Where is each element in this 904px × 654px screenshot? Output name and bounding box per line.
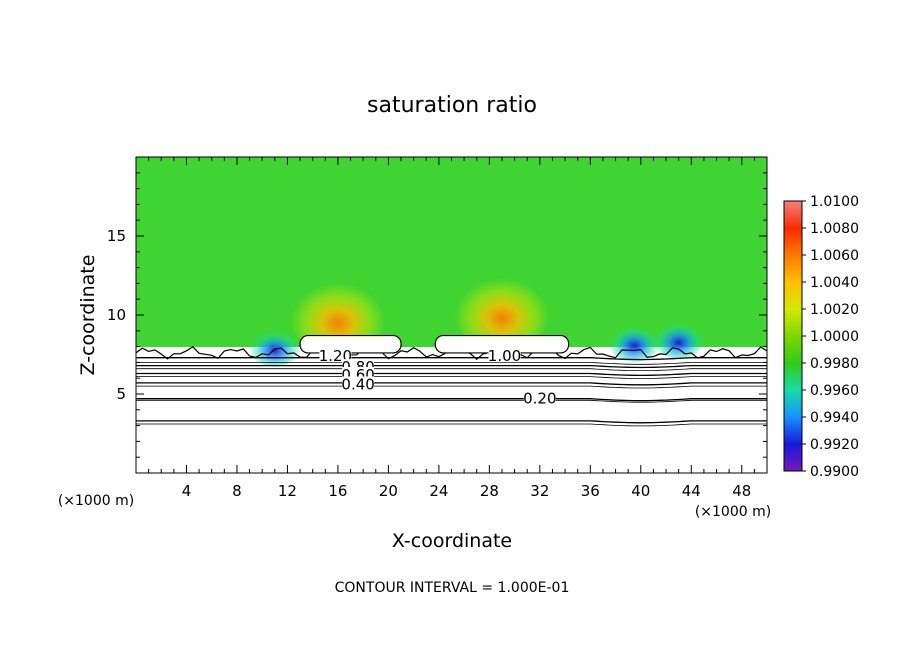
x-tick-label: 16 [328, 482, 347, 500]
x-tick-label: 8 [232, 482, 242, 500]
plot-area: 1.200.800.600.401.000.20 [136, 157, 767, 473]
colorbar-label: 0.9980 [810, 356, 859, 372]
x-tick-label: 40 [631, 482, 650, 500]
x-tick-label: 32 [530, 482, 549, 500]
y-tick-label: 10 [107, 306, 126, 324]
x-tick-label: 4 [182, 482, 192, 500]
colorbar-segment [784, 201, 802, 229]
y-axis-label: Z-coordinate [77, 255, 99, 376]
y-tick-label: 5 [116, 385, 126, 403]
region-dry-patch-right-2 [652, 318, 705, 359]
colorbar-segment [784, 417, 802, 445]
colorbar-segment [784, 390, 802, 418]
colorbar-label: 1.0100 [810, 194, 859, 210]
colorbar-segment [784, 309, 802, 337]
contour-lines [136, 357, 767, 427]
colorbar-segment [784, 444, 802, 472]
region-dry-patch-left [248, 326, 301, 367]
contour-line [136, 364, 767, 369]
colorbar-label: 0.9940 [810, 410, 859, 426]
colorbar-label: 0.9900 [810, 464, 859, 480]
colorbar-segment [784, 336, 802, 364]
contour-label: 1.00 [488, 347, 521, 365]
x-tick-label: 12 [278, 482, 297, 500]
contour-line [136, 399, 767, 403]
x-tick-label: 36 [581, 482, 600, 500]
contour-label-bg [342, 376, 375, 391]
contour-label: 0.20 [523, 390, 556, 408]
y-tick-label: 15 [107, 227, 126, 245]
contour-line [136, 357, 767, 361]
contour-interval-note: CONTOUR INTERVAL = 1.000E-01 [335, 580, 570, 596]
colorbar-label: 0.9960 [810, 383, 859, 399]
region-dry-patch-right-1 [608, 321, 661, 362]
colorbar-label: 1.0040 [810, 275, 859, 291]
colorbar-label: 0.9920 [810, 437, 859, 453]
contour-label-bg [319, 348, 352, 363]
contour-line [136, 385, 767, 389]
colorbar-segment [784, 363, 802, 391]
moist-field [136, 157, 767, 347]
region-warm-plume-center [453, 270, 550, 351]
contour-line [136, 362, 767, 365]
x-unit-label-right: (×1000 m) [695, 504, 771, 520]
x-axis-label: X-coordinate [392, 530, 512, 552]
contour-line [136, 368, 767, 371]
colorbar-label: 1.0080 [810, 221, 859, 237]
contour-line [136, 376, 767, 379]
contour-label-bg [488, 348, 521, 363]
colorbar-segment [784, 282, 802, 310]
contour-line [136, 423, 767, 427]
contour-line [136, 420, 767, 424]
contour-label: 0.40 [341, 376, 374, 394]
x-tick-label: 24 [429, 482, 448, 500]
contour-line [136, 398, 767, 402]
contour-line [136, 382, 767, 386]
contour-line [136, 372, 767, 377]
x-unit-label-left: (×1000 m) [58, 493, 134, 509]
colorbar-label: 1.0000 [810, 329, 859, 345]
contour-labels: 1.200.800.600.401.000.20 [319, 347, 557, 408]
x-axis-ticks: 4 8 12 16 20 24 28 32 36 40 44 48 [148, 157, 755, 500]
x-tick-label: 44 [682, 482, 701, 500]
colorbar: 1.0100 1.0080 1.0060 1.0040 1.0020 1.0000 0.99… [783, 194, 859, 480]
contour-label-bg [523, 390, 556, 405]
x-tick-label: 20 [379, 482, 398, 500]
x-tick-label: 48 [732, 482, 751, 500]
colorbar-segment [784, 255, 802, 283]
colorbar-label: 1.0060 [810, 248, 859, 264]
x-tick-label: 28 [480, 482, 499, 500]
colorbar-segment [784, 228, 802, 256]
chart-title: saturation ratio [367, 93, 537, 118]
colorbar-label: 1.0020 [810, 302, 859, 318]
y-axis-ticks: 5 10 15 [107, 172, 767, 458]
